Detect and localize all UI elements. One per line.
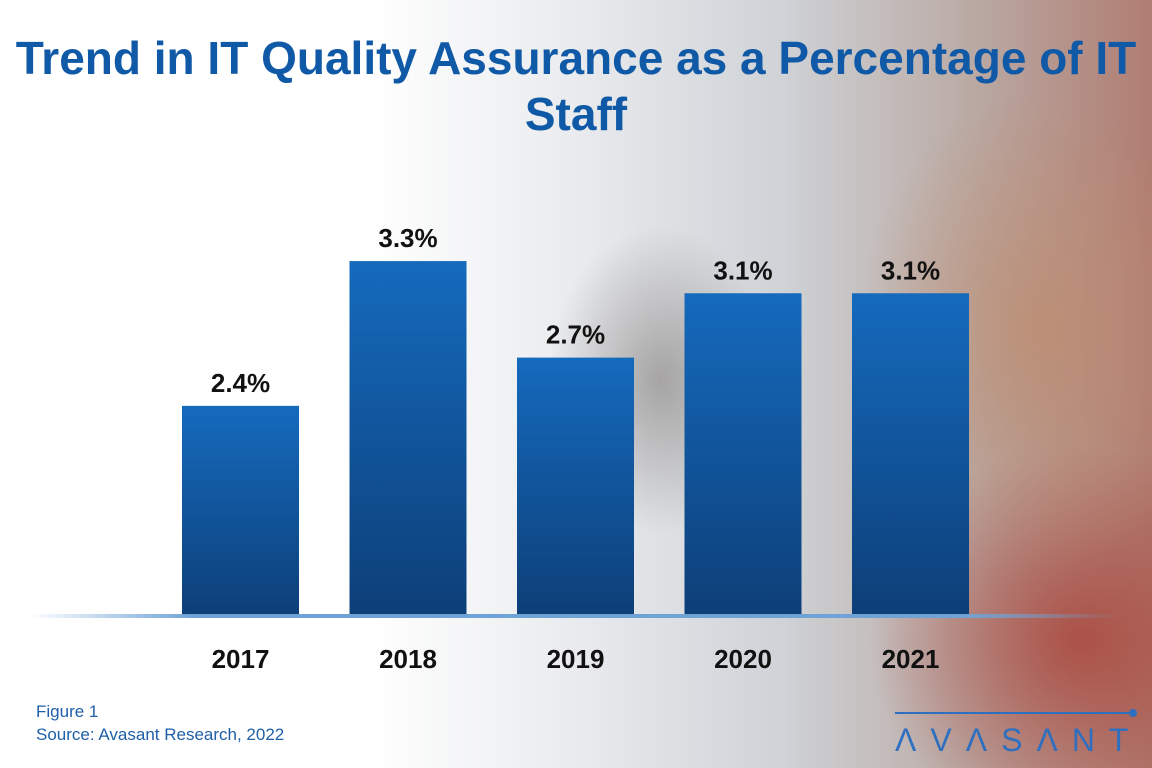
x-tick-label: 2021 <box>882 644 940 674</box>
x-tick-label: 2020 <box>714 644 772 674</box>
source-label: Source: Avasant Research, 2022 <box>36 725 285 744</box>
baseline <box>30 614 1120 618</box>
bar-2018 <box>349 261 467 615</box>
data-label: 3.1% <box>881 255 940 285</box>
bar-2017 <box>182 405 299 615</box>
data-label: 2.4% <box>211 368 270 398</box>
data-label: 2.7% <box>546 320 605 350</box>
x-tick-label: 2019 <box>547 644 605 674</box>
chart-title: Trend in IT Quality Assurance as a Perce… <box>15 32 1137 140</box>
x-tick-label: 2018 <box>379 644 437 674</box>
data-label: 3.3% <box>378 223 437 253</box>
figure-label: Figure 1 <box>36 702 99 721</box>
bar-2019 <box>517 357 634 615</box>
x-tick-label: 2017 <box>212 644 270 674</box>
bar-2020 <box>684 293 802 615</box>
footer: Figure 1 Source: Avasant Research, 2022 <box>36 700 284 746</box>
data-label: 3.1% <box>713 255 772 285</box>
bar-2021 <box>852 293 969 615</box>
